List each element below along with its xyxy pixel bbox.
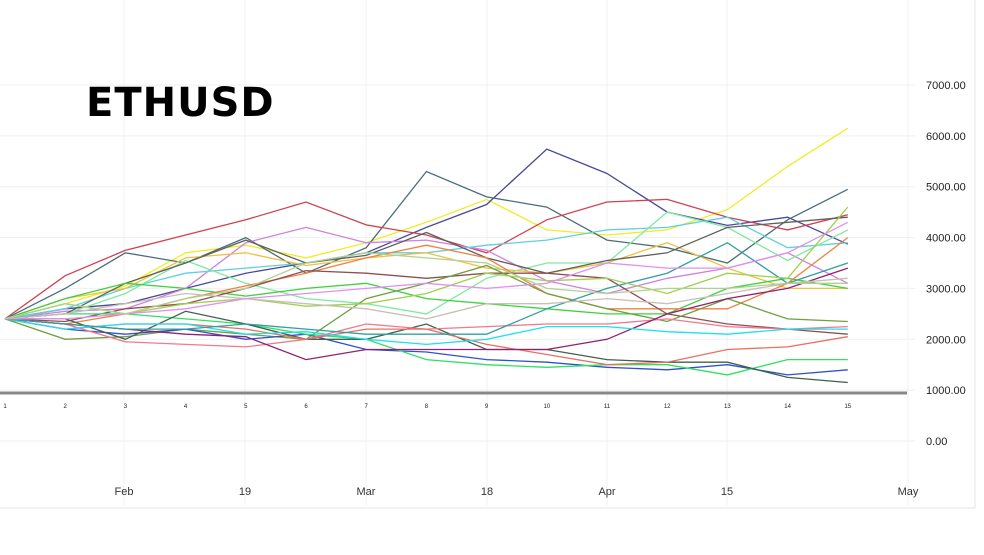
y-tick-label: 7000.00	[926, 80, 966, 92]
x-date-label: Apr	[598, 486, 615, 498]
x-date-label: Feb	[115, 486, 134, 498]
series-line-20	[4, 318, 848, 346]
x-index-label: 13	[724, 404, 731, 410]
x-date-label: 19	[239, 486, 251, 498]
series-line-15	[4, 313, 848, 376]
series-line-9	[4, 216, 848, 320]
x-index-label: 3	[124, 404, 128, 410]
series-line-25	[4, 252, 848, 320]
series-line-3	[4, 170, 849, 320]
series-line-1	[4, 127, 849, 320]
series-line-22	[4, 206, 849, 320]
series-line-19	[4, 267, 849, 361]
y-tick-label: 4000.00	[926, 233, 966, 245]
x-index-label: 2	[64, 404, 68, 410]
series-line-16	[5, 310, 848, 384]
chart-title: ETHUSD	[86, 80, 275, 126]
y-tick-label: 3000.00	[926, 283, 966, 295]
x-index-label: 5	[244, 404, 248, 410]
y-tick-label: 0.00	[926, 436, 947, 448]
x-index-label: 14	[784, 404, 791, 410]
series-line-23	[4, 277, 848, 320]
series-line-14	[4, 318, 848, 376]
y-axis: 0.00 1000.00 2000.00 3000.00 4000.00 5000.00 6…	[926, 80, 966, 448]
y-tick-label: 5000.00	[926, 182, 966, 194]
x-index-label: 6	[304, 404, 308, 410]
x-index-label: 1	[3, 404, 7, 410]
x-index-label: 9	[485, 404, 489, 410]
x-index-label: 10	[543, 404, 550, 410]
y-tick-label: 6000.00	[926, 131, 966, 143]
x-index-label: 15	[844, 404, 851, 410]
x-index-label: 7	[365, 404, 369, 410]
y-tick-label: 1000.00	[926, 385, 966, 397]
x-index-label: 11	[604, 404, 611, 410]
y-tick-label: 2000.00	[926, 334, 966, 346]
x-index-label: 8	[425, 404, 429, 410]
series-line-7	[4, 211, 849, 320]
x-date-label: Mar	[357, 486, 376, 498]
x-date-label: 18	[481, 486, 493, 498]
series-line-12	[4, 269, 848, 335]
series-line-21	[4, 241, 849, 335]
series-line-5	[4, 226, 849, 320]
x-date-label: May	[898, 486, 919, 498]
series-line-4	[4, 198, 848, 320]
x-date-label: 15	[721, 486, 733, 498]
series-line-24	[5, 221, 849, 320]
series-group	[4, 127, 849, 384]
series-line-8	[4, 242, 848, 320]
grid	[0, 0, 915, 505]
x-index-label: 4	[184, 404, 188, 410]
x-index-label: 12	[664, 404, 671, 410]
